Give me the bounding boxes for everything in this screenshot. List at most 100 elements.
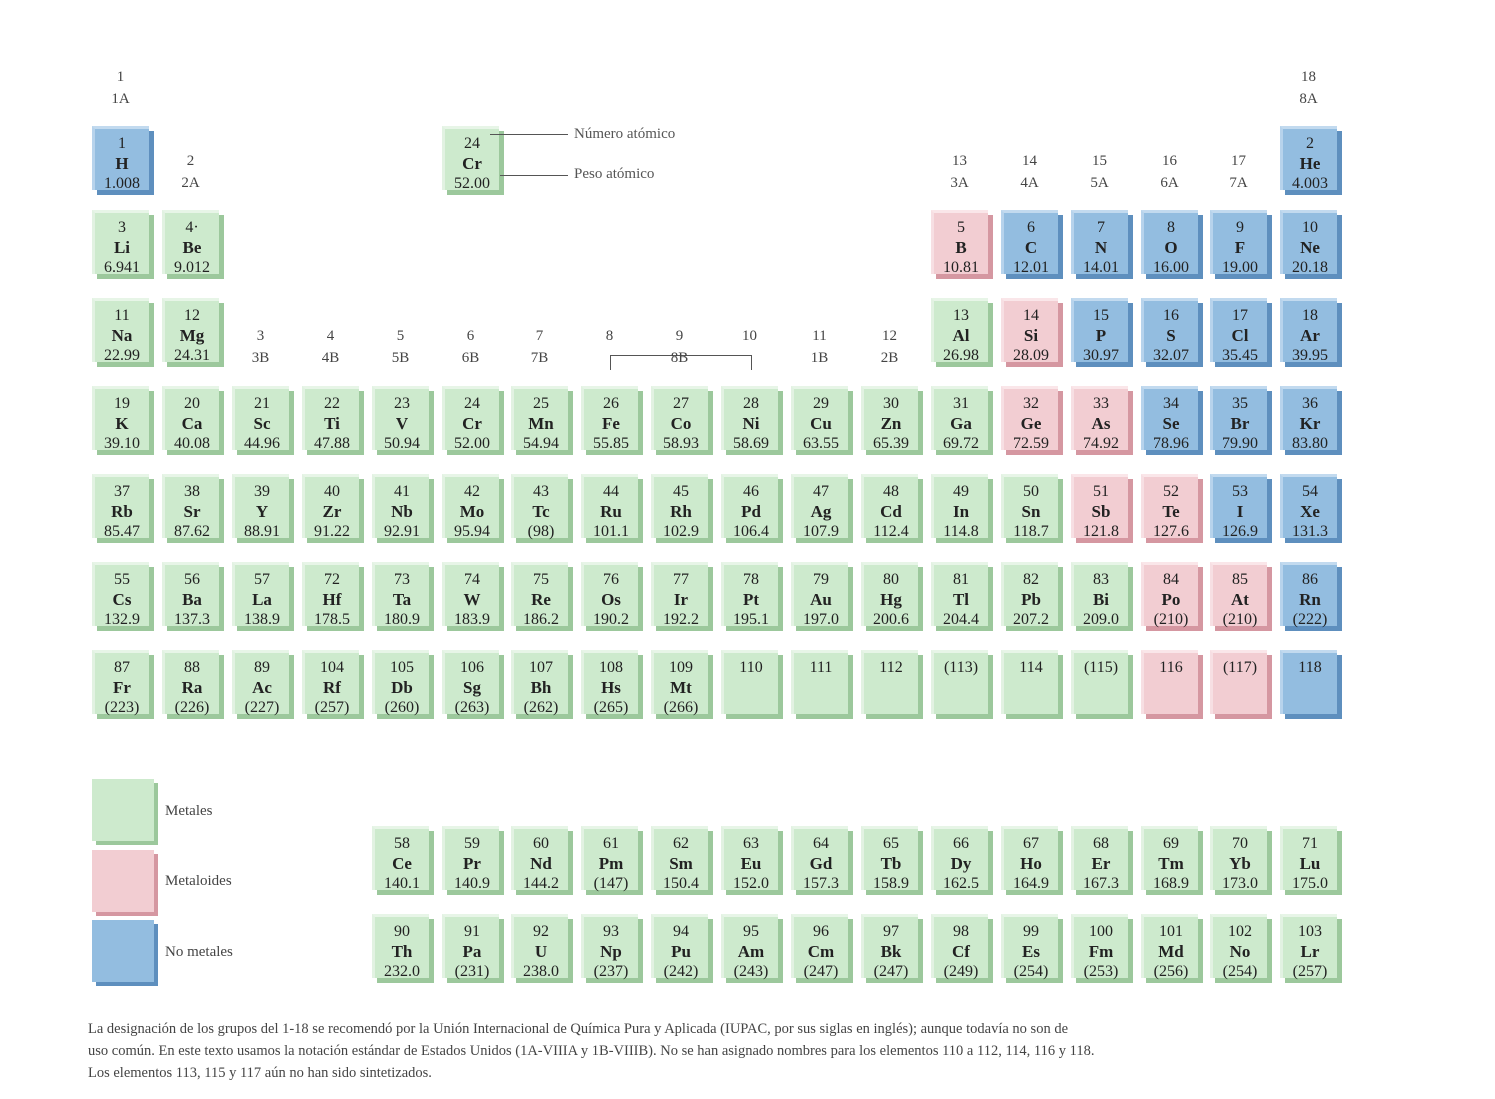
element-cell: 52 Te 127.6 bbox=[1141, 474, 1198, 540]
atomic-number: 114 bbox=[1019, 659, 1043, 676]
element-cell: 82 Pb 207.2 bbox=[1001, 562, 1058, 628]
element-cell: 47 Ag 107.9 bbox=[791, 474, 848, 540]
group-label: 2 2A bbox=[162, 150, 219, 194]
group-us-notation: 8B bbox=[670, 350, 689, 366]
element-symbol: Al bbox=[952, 326, 970, 345]
atomic-weight: (257) bbox=[314, 699, 350, 716]
atomic-number: 109 bbox=[669, 659, 693, 676]
atomic-weight: 50.94 bbox=[384, 435, 420, 452]
atomic-number: 46 bbox=[743, 483, 759, 500]
atomic-weight: 207.2 bbox=[1013, 611, 1049, 628]
element-symbol: Te bbox=[1162, 502, 1180, 521]
group-number: 12 bbox=[882, 328, 897, 344]
legend-metals-label: Metales bbox=[165, 803, 213, 819]
group-label: 18 8A bbox=[1280, 66, 1337, 110]
atomic-number: 107 bbox=[529, 659, 553, 676]
element-cell: 79 Au 197.0 bbox=[791, 562, 848, 628]
element-cell: 105 Db (260) bbox=[372, 650, 429, 716]
element-cell: 65 Tb 158.9 bbox=[861, 826, 918, 892]
element-symbol: Eu bbox=[740, 854, 762, 873]
atomic-weight: 102.9 bbox=[663, 523, 699, 540]
atomic-weight: (260) bbox=[384, 699, 420, 716]
atomic-weight: (243) bbox=[733, 963, 769, 980]
atomic-weight: (253) bbox=[1083, 963, 1119, 980]
atomic-weight: 58.69 bbox=[733, 435, 769, 452]
atomic-number: 106 bbox=[460, 659, 484, 676]
atomic-number: 54 bbox=[1302, 483, 1318, 500]
element-cell: 93 Np (237) bbox=[581, 914, 638, 980]
atomic-weight: 83.80 bbox=[1292, 435, 1328, 452]
atomic-weight: 158.9 bbox=[873, 875, 909, 892]
element-symbol: Rb bbox=[111, 502, 133, 521]
atomic-weight: 178.5 bbox=[314, 611, 350, 628]
atomic-weight: 1.008 bbox=[104, 175, 140, 192]
element-cell: 85 At (210) bbox=[1210, 562, 1267, 628]
group-number: 8 bbox=[605, 328, 614, 344]
atomic-number: 108 bbox=[599, 659, 623, 676]
key-example-cell: 24 Cr 52.00 bbox=[442, 126, 499, 192]
element-cell: 84 Po (210) bbox=[1141, 562, 1198, 628]
group-label: 10 bbox=[721, 325, 778, 369]
atomic-weight: 9.012 bbox=[174, 259, 210, 276]
element-cell: 74 W 183.9 bbox=[442, 562, 499, 628]
atomic-weight: (257) bbox=[1292, 963, 1328, 980]
element-symbol: Ar bbox=[1300, 326, 1320, 345]
group-label: 3 3B bbox=[232, 325, 289, 369]
group-8b-bracket bbox=[610, 355, 752, 370]
atomic-number: (117) bbox=[1222, 659, 1258, 676]
atomic-number: 41 bbox=[394, 483, 410, 500]
atomic-weight: 157.3 bbox=[803, 875, 839, 892]
element-symbol: Ru bbox=[600, 502, 622, 521]
group-us-notation: 1B bbox=[810, 350, 829, 366]
group-number: 3 bbox=[256, 328, 265, 344]
element-cell: 63 Eu 152.0 bbox=[721, 826, 778, 892]
atomic-number: 55 bbox=[114, 571, 130, 588]
atomic-weight: 47.88 bbox=[314, 435, 350, 452]
atomic-weight: 118.7 bbox=[1013, 523, 1049, 540]
atomic-number: 89 bbox=[254, 659, 270, 676]
atomic-weight: 137.3 bbox=[174, 611, 210, 628]
group-label: 16 6A bbox=[1141, 150, 1198, 194]
element-symbol: Pd bbox=[741, 502, 761, 521]
element-cell: 23 V 50.94 bbox=[372, 386, 429, 452]
group-label: 6 6B bbox=[442, 325, 499, 369]
element-symbol: Ne bbox=[1300, 238, 1320, 257]
atomic-weight: (249) bbox=[943, 963, 979, 980]
element-symbol: Ta bbox=[392, 590, 412, 609]
atomic-weight: (266) bbox=[663, 699, 699, 716]
element-cell: 11 Na 22.99 bbox=[92, 298, 149, 364]
element-symbol: Rh bbox=[670, 502, 692, 521]
atomic-number: 67 bbox=[1023, 835, 1039, 852]
element-cell: 22 Ti 47.88 bbox=[302, 386, 359, 452]
atomic-number: 26 bbox=[603, 395, 619, 412]
element-cell: 89 Ac (227) bbox=[232, 650, 289, 716]
element-symbol: Kr bbox=[1299, 414, 1321, 433]
group-label: 11 1B bbox=[791, 325, 848, 369]
group-number: 1 bbox=[116, 69, 125, 85]
atomic-weight: 24.31 bbox=[174, 347, 210, 364]
atomic-number: 105 bbox=[390, 659, 414, 676]
atomic-number: 13 bbox=[953, 307, 969, 324]
atomic-number: 25 bbox=[533, 395, 549, 412]
element-cell: 61 Pm (147) bbox=[581, 826, 638, 892]
element-symbol: Ga bbox=[950, 414, 972, 433]
element-cell: 37 Rb 85.47 bbox=[92, 474, 149, 540]
element-cell: 56 Ba 137.3 bbox=[162, 562, 219, 628]
element-symbol: Pt bbox=[742, 590, 760, 609]
atomic-number: 103 bbox=[1298, 923, 1322, 940]
atomic-weight: 40.08 bbox=[174, 435, 210, 452]
element-symbol: Au bbox=[810, 590, 832, 609]
element-cell: 46 Pd 106.4 bbox=[721, 474, 778, 540]
element-symbol: Er bbox=[1091, 854, 1111, 873]
atomic-number: 61 bbox=[603, 835, 619, 852]
element-symbol: Li bbox=[113, 238, 131, 257]
element-cell: 21 Sc 44.96 bbox=[232, 386, 289, 452]
element-cell: 70 Yb 173.0 bbox=[1210, 826, 1267, 892]
atomic-weight: 92.91 bbox=[384, 523, 420, 540]
key-symbol: Cr bbox=[462, 154, 482, 173]
atomic-number: 5 bbox=[957, 219, 965, 236]
element-symbol: Cm bbox=[807, 942, 835, 961]
atomic-number: 104 bbox=[320, 659, 344, 676]
atomic-number: 1 bbox=[118, 135, 126, 152]
atomic-weight: (242) bbox=[663, 963, 699, 980]
